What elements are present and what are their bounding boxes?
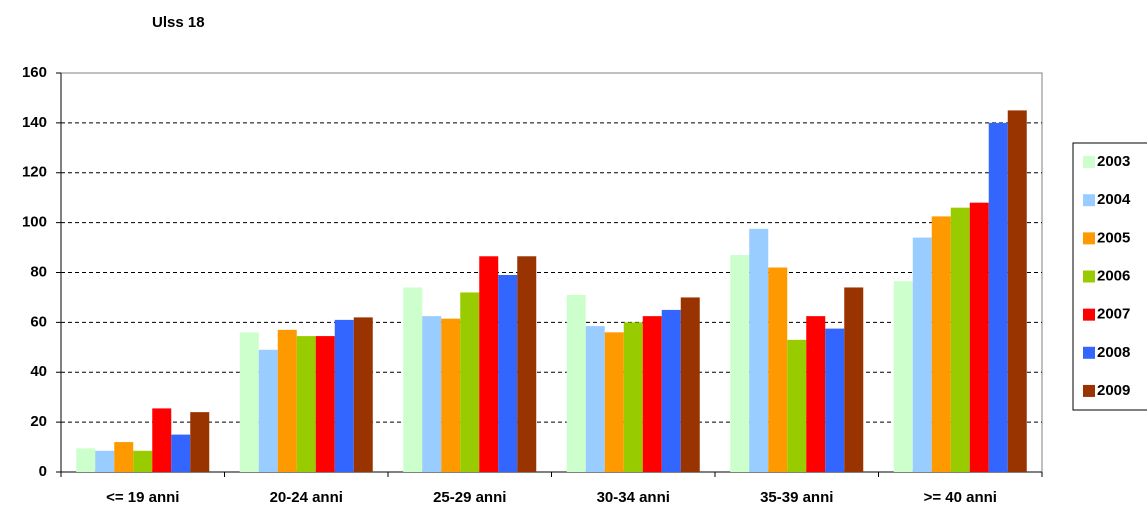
bar: [133, 450, 153, 472]
legend-label: 2009: [1097, 382, 1130, 399]
y-tick-label: 60: [30, 313, 47, 330]
bar: [931, 216, 951, 472]
bar: [661, 309, 681, 472]
x-tick-label: >= 40 anni: [924, 489, 997, 506]
bar: [749, 228, 769, 472]
legend-swatch: [1083, 156, 1095, 169]
bar: [825, 328, 845, 472]
bar: [1007, 110, 1027, 472]
bar: [171, 434, 191, 472]
bar: [806, 316, 826, 472]
bar: [353, 317, 373, 472]
bar: [969, 202, 989, 473]
bar: [787, 339, 807, 472]
legend-swatch: [1083, 384, 1095, 397]
y-tick-label: 120: [22, 164, 47, 181]
bar: [642, 316, 662, 472]
y-tick-label: 80: [30, 263, 47, 280]
bar: [441, 318, 461, 472]
y-tick-label: 0: [39, 463, 47, 480]
bar: [95, 450, 115, 472]
bar: [988, 122, 1008, 472]
bar: [190, 412, 210, 472]
bar: [296, 336, 316, 472]
bar: [460, 292, 480, 472]
legend-label: 2007: [1097, 306, 1130, 323]
legend-label: 2008: [1097, 344, 1130, 361]
y-tick-label: 160: [22, 64, 47, 81]
legend-label: 2005: [1097, 229, 1130, 246]
legend-label: 2004: [1097, 191, 1131, 208]
legend-swatch: [1083, 194, 1095, 207]
bar: [585, 326, 605, 472]
bar: [950, 207, 970, 472]
bar: [403, 287, 423, 472]
y-tick-label: 20: [30, 413, 47, 430]
bar: [912, 237, 932, 472]
x-tick-label: 20-24 anni: [270, 489, 343, 506]
bar: [114, 442, 134, 472]
bar: [566, 294, 586, 472]
bar: [517, 256, 537, 472]
x-tick-label: 25-29 anni: [433, 489, 506, 506]
y-tick-label: 40: [30, 363, 47, 380]
legend-swatch: [1083, 232, 1095, 245]
legend-label: 2006: [1097, 267, 1130, 284]
legend-swatch: [1083, 346, 1095, 359]
bar: [498, 274, 518, 472]
bar: [258, 349, 278, 472]
bar: [76, 448, 96, 472]
y-tick-label: 100: [22, 214, 47, 231]
chart-title: Ulss 18: [152, 14, 205, 31]
bar: [604, 332, 624, 472]
bar: [239, 332, 259, 472]
x-tick-label: <= 19 anni: [106, 489, 179, 506]
bar: [479, 256, 499, 472]
bar: [768, 267, 788, 472]
bar: [680, 297, 700, 472]
x-tick-label: 30-34 anni: [597, 489, 670, 506]
y-tick-label: 140: [22, 114, 47, 131]
bar: [152, 408, 172, 472]
bar: [315, 336, 335, 472]
legend-swatch: [1083, 270, 1095, 283]
x-tick-label: 35-39 anni: [760, 489, 833, 506]
legend-label: 2003: [1097, 153, 1130, 170]
bar: [623, 322, 643, 472]
bar: [844, 287, 864, 472]
bar: [893, 281, 913, 472]
legend-swatch: [1083, 308, 1095, 321]
bar: [422, 316, 442, 472]
bar: [334, 319, 354, 472]
bar: [277, 329, 297, 472]
bar: [730, 255, 750, 472]
